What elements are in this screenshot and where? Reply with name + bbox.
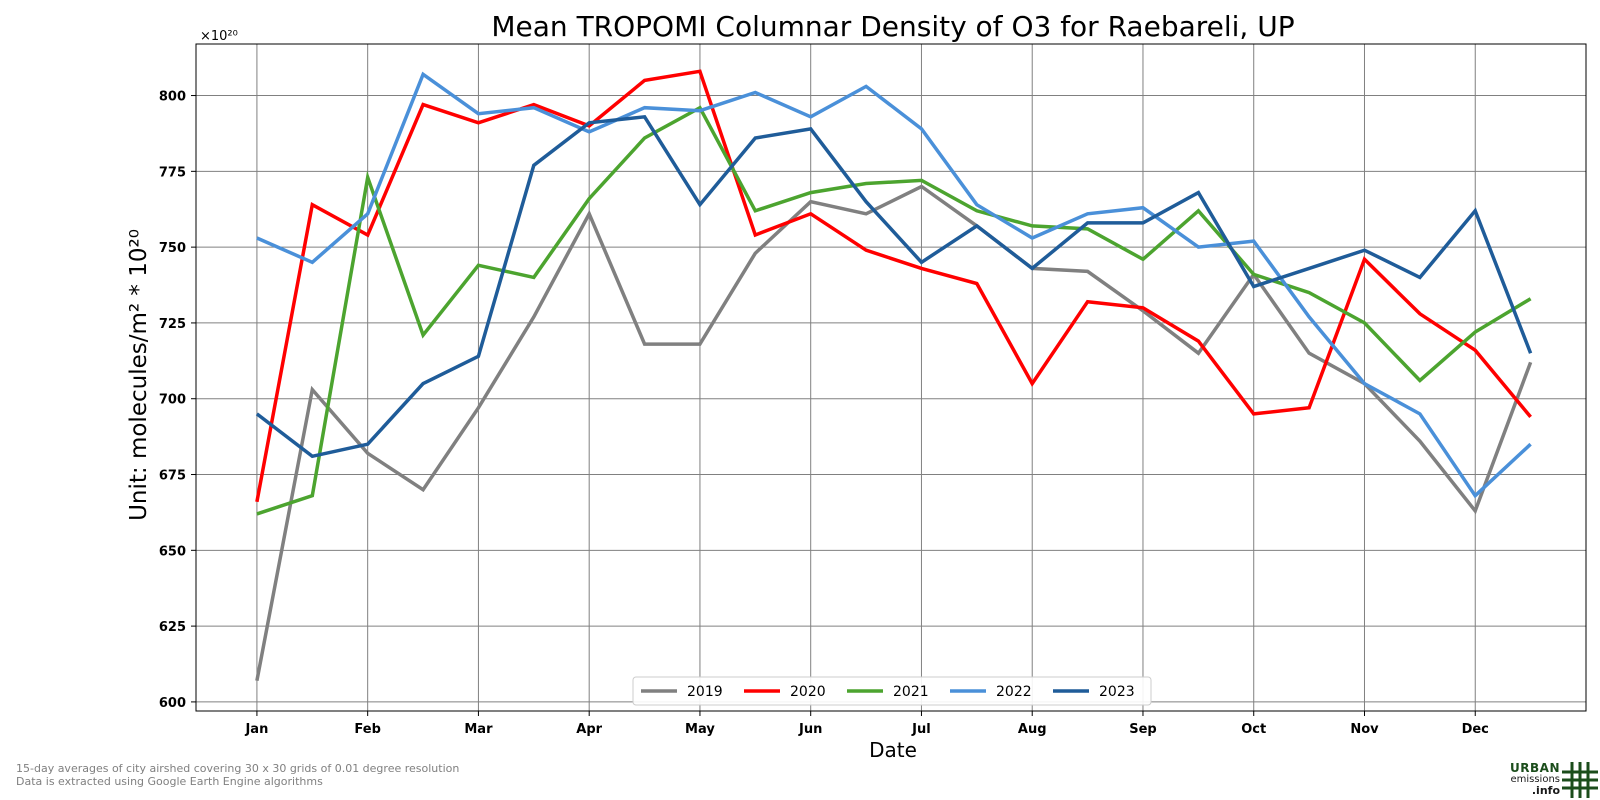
logo-line-info: .info <box>1531 784 1560 797</box>
x-tick-label: Oct <box>1241 722 1266 737</box>
series-lines <box>255 69 1533 682</box>
x-tick-label: Mar <box>464 722 493 737</box>
legend-box <box>632 676 1152 706</box>
y-tick-label: 800 <box>159 90 186 105</box>
y-tick-label: 775 <box>159 165 186 180</box>
footnote-airshed: 15-day averages of city airshed covering… <box>16 762 460 775</box>
y-tick-label: 650 <box>159 544 186 559</box>
legend: 2019 2020 2021 2022 2023 <box>632 676 1152 706</box>
urban-emissions-logo: URBAN emissions .info <box>1460 760 1600 800</box>
x-tick-label: Jun <box>798 722 822 737</box>
x-tick-label: Dec <box>1462 722 1489 737</box>
y-tick-label: 675 <box>159 469 186 484</box>
legend-label: 2019 <box>687 684 723 700</box>
legend-label: 2022 <box>996 684 1032 700</box>
x-tick-label: Nov <box>1350 722 1379 737</box>
y-tick-label: 700 <box>159 393 186 408</box>
logo-line-urban: URBAN <box>1510 761 1560 775</box>
x-tick-label: Sep <box>1129 722 1157 737</box>
series-line-2023 <box>255 114 1533 459</box>
x-tick-label: Feb <box>354 722 380 737</box>
logo-line-emissions: emissions <box>1510 774 1560 785</box>
chart-title: Mean TROPOMI Columnar Density of O3 for … <box>491 10 1294 43</box>
plot-frame <box>195 43 1587 712</box>
legend-label: 2023 <box>1099 684 1135 700</box>
grid-hash-icon <box>1562 762 1598 798</box>
x-tick-label: May <box>685 722 715 737</box>
y-tick-label: 600 <box>159 696 186 711</box>
legend-label: 2020 <box>790 684 826 700</box>
x-tick-label: Aug <box>1018 722 1047 737</box>
y-tick-label: 625 <box>159 620 186 635</box>
y-tick-label: 725 <box>159 317 186 332</box>
series-line-2020 <box>255 69 1532 503</box>
legend-label: 2021 <box>893 684 929 700</box>
x-tick-label: Jan <box>244 722 268 737</box>
x-axis-label: Date <box>869 738 917 762</box>
y-offset-label: ×10²⁰ <box>200 29 238 44</box>
series-line-2021 <box>256 105 1532 516</box>
x-tick-label: Jul <box>911 722 931 737</box>
axis-ticks: 600 625 650 675 700 725 750 775 800 Jan Feb Mar Apr M… <box>159 90 1489 737</box>
y-axis-label: Unit: molecules/m² * 10²⁰ <box>126 229 152 521</box>
series-line-2022 <box>256 71 1532 499</box>
y-tick-label: 750 <box>159 241 186 256</box>
x-tick-label: Apr <box>576 722 602 737</box>
grid-lines <box>196 44 1586 711</box>
footnote-source: Data is extracted using Google Earth Eng… <box>16 775 323 788</box>
series-line-2019 <box>255 184 1533 682</box>
